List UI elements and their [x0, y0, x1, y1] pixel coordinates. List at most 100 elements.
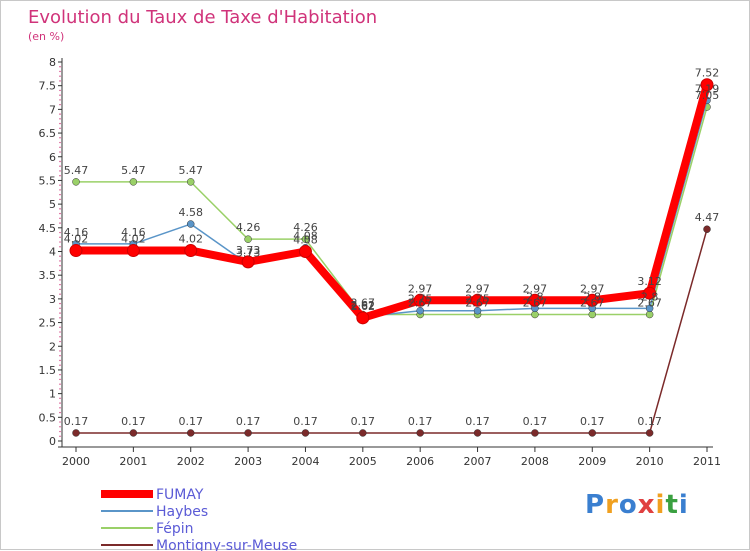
y-tick-label: 5.5 — [39, 174, 57, 187]
x-tick-label: 2005 — [349, 455, 377, 468]
y-minor-tick — [59, 212, 61, 215]
data-label: 4.58 — [178, 206, 203, 219]
data-label: 4.08 — [293, 230, 318, 243]
data-point — [244, 429, 252, 437]
data-label: 2.62 — [351, 300, 376, 313]
data-point — [298, 245, 312, 258]
data-point — [703, 225, 711, 233]
y-minor-tick — [59, 160, 61, 163]
y-minor-tick — [59, 66, 61, 68]
data-label: 0.17 — [121, 415, 146, 428]
data-point — [184, 244, 198, 258]
data-point — [416, 306, 424, 315]
y-minor-tick — [59, 407, 61, 409]
data-label: 5.47 — [121, 164, 146, 177]
y-minor-tick — [59, 279, 61, 281]
y-minor-tick — [59, 170, 61, 172]
data-point — [643, 286, 657, 300]
x-tick-label: 2006 — [406, 455, 434, 468]
y-tick-label: 1.5 — [39, 364, 57, 377]
y-tick-label: 0.5 — [39, 411, 57, 424]
y-tick-label: 6.5 — [39, 127, 57, 140]
data-point — [359, 429, 367, 437]
y-minor-tick — [59, 118, 61, 120]
y-minor-tick — [59, 421, 61, 423]
y-tick-label: 3.5 — [39, 269, 57, 282]
y-minor-tick — [59, 137, 61, 139]
y-minor-tick — [59, 265, 61, 267]
y-minor-tick — [59, 94, 61, 96]
y-minor-tick — [59, 435, 61, 437]
data-label: 0.17 — [293, 415, 318, 428]
data-label: 0.17 — [236, 415, 261, 428]
x-tick-label: 2011 — [693, 455, 721, 468]
data-point — [531, 429, 539, 437]
x-tick-label: 2008 — [521, 455, 549, 468]
y-minor-tick — [59, 388, 61, 390]
data-label: 0.17 — [64, 415, 89, 428]
y-minor-tick — [59, 364, 61, 366]
data-point — [186, 429, 195, 437]
data-label: 4.08 — [293, 234, 318, 247]
data-label: 2.67 — [351, 297, 376, 310]
y-minor-tick — [59, 246, 61, 248]
y-minor-tick — [59, 99, 61, 101]
data-point — [413, 293, 427, 307]
data-label: 0.17 — [580, 415, 605, 428]
legend-label: Montigny-sur-Meuse — [156, 538, 297, 551]
y-minor-tick — [59, 317, 61, 319]
data-point — [528, 293, 542, 307]
legend-label: FUMAY — [156, 487, 204, 503]
y-minor-tick — [59, 184, 61, 186]
data-label: 5.47 — [64, 164, 89, 177]
y-tick-label: 7.5 — [39, 80, 57, 93]
data-label: 2.75 — [408, 293, 433, 306]
y-tick-label: 4.5 — [39, 222, 57, 235]
y-tick-label: 7 — [49, 103, 56, 116]
y-minor-tick — [59, 355, 61, 357]
data-label: 2.67 — [637, 297, 662, 310]
data-point — [645, 429, 654, 437]
y-minor-tick — [59, 89, 61, 92]
y-minor-tick — [59, 378, 61, 381]
y-tick-label: 2.5 — [39, 317, 57, 330]
x-tick-label: 2003 — [234, 455, 262, 468]
data-label: 5.47 — [178, 164, 203, 177]
legend-label: Haybes — [156, 504, 208, 520]
data-point — [186, 178, 195, 186]
data-point — [69, 244, 83, 258]
y-minor-tick — [59, 236, 61, 238]
y-tick-label: 3 — [49, 293, 56, 306]
data-label: 2.97 — [580, 282, 605, 295]
data-label: 4.16 — [121, 226, 146, 239]
y-minor-tick — [59, 113, 61, 115]
y-minor-tick — [59, 127, 61, 130]
data-point — [473, 429, 482, 437]
unit-label: (en %) — [28, 30, 65, 43]
data-point — [301, 429, 310, 437]
data-point — [471, 293, 485, 307]
y-minor-tick — [59, 193, 61, 196]
y-minor-tick — [59, 288, 61, 291]
y-minor-tick — [59, 75, 61, 77]
y-minor-tick — [59, 260, 61, 262]
data-point — [473, 306, 482, 315]
y-minor-tick — [59, 255, 61, 257]
data-point — [129, 429, 138, 437]
y-minor-tick — [59, 189, 61, 191]
data-point — [186, 220, 195, 228]
y-minor-tick — [59, 70, 61, 73]
y-minor-tick — [59, 103, 61, 106]
data-label: 0.17 — [637, 415, 662, 428]
y-minor-tick — [59, 411, 61, 414]
y-minor-tick — [59, 231, 61, 234]
y-minor-tick — [59, 326, 61, 328]
y-minor-tick — [59, 293, 61, 295]
y-minor-tick — [59, 222, 61, 224]
y-minor-tick — [59, 198, 61, 201]
y-minor-tick — [59, 383, 61, 385]
x-tick-label: 2007 — [464, 455, 492, 468]
data-label: 2.62 — [351, 299, 376, 312]
